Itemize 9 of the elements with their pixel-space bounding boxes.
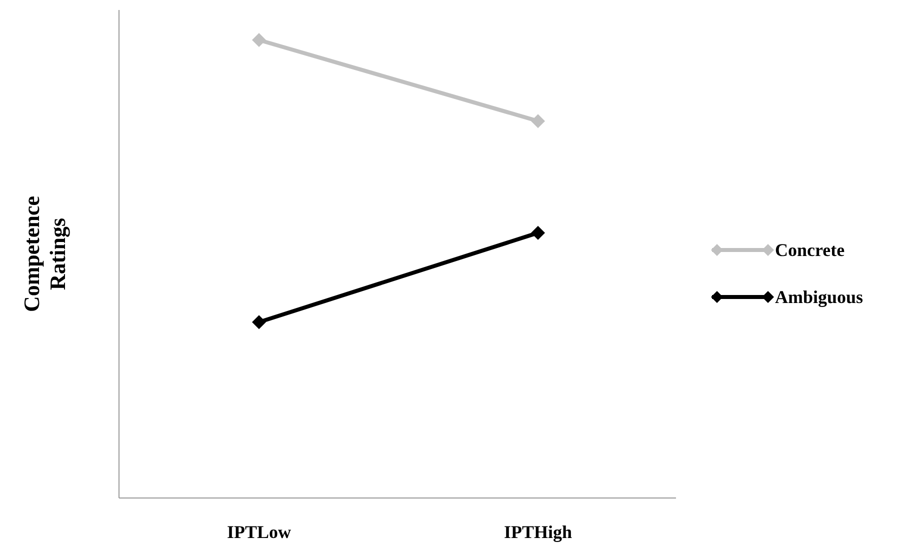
point xyxy=(531,114,545,128)
x-tick-label: IPTHigh xyxy=(504,522,572,542)
x-tick-label: IPTLow xyxy=(226,522,292,542)
legend-label: Concrete xyxy=(775,240,845,260)
point xyxy=(252,33,266,47)
legend-label: Ambiguous xyxy=(775,287,864,307)
point xyxy=(531,226,545,240)
point xyxy=(252,315,266,330)
y-axis-title: Competence Ratings xyxy=(19,196,70,312)
